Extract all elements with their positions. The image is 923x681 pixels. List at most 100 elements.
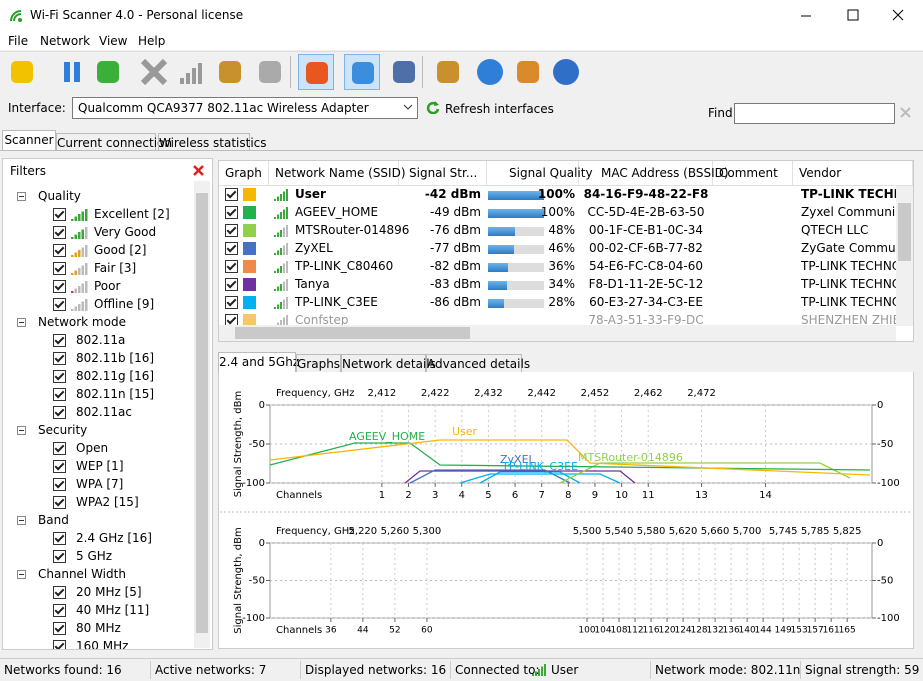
find-clear[interactable] bbox=[900, 107, 911, 118]
checkbox[interactable] bbox=[53, 208, 66, 221]
detail-tab[interactable]: Graphs bbox=[296, 354, 341, 372]
column-header[interactable]: Vendor bbox=[793, 161, 913, 185]
column-header[interactable]: Network Name (SSID) bbox=[269, 161, 406, 185]
column-header[interactable]: Graph bbox=[219, 161, 269, 185]
menu-item[interactable]: View bbox=[99, 34, 128, 48]
checkbox[interactable] bbox=[53, 406, 66, 419]
filter-item[interactable]: 80 MHz bbox=[76, 621, 121, 635]
column-header[interactable]: Signal Str... bbox=[399, 161, 487, 185]
bar-icon bbox=[277, 214, 279, 219]
row-checkbox[interactable] bbox=[225, 188, 238, 201]
row-checkbox[interactable] bbox=[225, 296, 238, 309]
checkbox[interactable] bbox=[53, 370, 66, 383]
row-checkbox[interactable] bbox=[225, 224, 238, 237]
tab[interactable]: Scanner bbox=[2, 130, 56, 150]
adapter-name: Qualcomm QCA9377 802.11ac Wireless Adapt… bbox=[78, 101, 369, 115]
toolbar-home[interactable] bbox=[510, 54, 546, 90]
toolbar-export[interactable] bbox=[252, 54, 288, 90]
bar-icon bbox=[283, 317, 285, 327]
filter-item[interactable]: 802.11a bbox=[76, 333, 126, 347]
checkbox[interactable] bbox=[53, 262, 66, 275]
toolbar-broom[interactable] bbox=[212, 54, 248, 90]
checkbox[interactable] bbox=[53, 478, 66, 491]
toolbar-clear[interactable] bbox=[136, 54, 172, 90]
tab[interactable]: Wireless statistics bbox=[158, 133, 267, 150]
toolbar-pause[interactable] bbox=[54, 54, 90, 90]
detail-tab[interactable]: 2.4 and 5Ghz bbox=[218, 352, 299, 372]
toolbar-filter[interactable] bbox=[344, 54, 380, 90]
find-input[interactable] bbox=[734, 103, 895, 124]
toolbar-log[interactable] bbox=[386, 54, 422, 90]
interface-dropdown[interactable]: Qualcomm QCA9377 802.11ac Wireless Adapt… bbox=[72, 97, 418, 119]
checkbox[interactable] bbox=[53, 226, 66, 239]
column-header[interactable]: Signal Quality bbox=[487, 161, 593, 185]
detail-tab[interactable]: Network details bbox=[341, 354, 436, 372]
filter-item[interactable]: 160 MHz bbox=[76, 639, 129, 650]
filter-item[interactable]: 2.4 GHz [16] bbox=[76, 531, 152, 545]
row-checkbox[interactable] bbox=[225, 260, 238, 273]
scroll-thumb[interactable] bbox=[196, 193, 208, 633]
bar-icon bbox=[78, 286, 81, 293]
row-checkbox[interactable] bbox=[225, 278, 238, 291]
menu-item[interactable]: File bbox=[8, 34, 29, 48]
column-header[interactable]: Comment bbox=[713, 161, 793, 185]
filter-item[interactable]: Very Good bbox=[94, 225, 157, 239]
checkbox[interactable] bbox=[53, 352, 66, 365]
filter-item[interactable]: Fair [3] bbox=[94, 261, 137, 275]
tab[interactable]: Current connection bbox=[56, 133, 172, 150]
filter-item[interactable]: WEP [1] bbox=[76, 459, 124, 473]
toolbar-settings[interactable] bbox=[430, 54, 466, 90]
filter-item[interactable]: Open bbox=[76, 441, 109, 455]
checkbox[interactable] bbox=[53, 280, 66, 293]
interface-label: Interface: bbox=[8, 101, 66, 115]
filter-item[interactable]: Poor bbox=[94, 279, 121, 293]
scrollbar[interactable] bbox=[194, 181, 210, 648]
filters-close[interactable] bbox=[193, 165, 204, 176]
checkbox[interactable] bbox=[53, 622, 66, 635]
toolbar-signal-stop[interactable] bbox=[174, 54, 210, 90]
column-header[interactable]: MAC Address (BSSID) bbox=[579, 161, 729, 185]
toolbar-bolt-stop[interactable] bbox=[4, 54, 40, 90]
checkbox[interactable] bbox=[53, 244, 66, 257]
y-axis-label: Signal Strength, dBm bbox=[233, 527, 244, 633]
menu-item[interactable]: Help bbox=[138, 34, 166, 48]
window-controls[interactable] bbox=[790, 0, 923, 32]
y-axis-label: Signal Strength, dBm bbox=[233, 391, 244, 497]
checkbox[interactable] bbox=[53, 550, 66, 563]
vendor: TP-LINK TECHNOL bbox=[801, 277, 896, 291]
filter-item[interactable]: Excellent [2] bbox=[94, 207, 170, 221]
checkbox[interactable] bbox=[53, 388, 66, 401]
filter-item[interactable]: Good [2] bbox=[94, 243, 147, 257]
filter-item[interactable]: 20 MHz [5] bbox=[76, 585, 142, 599]
filter-item[interactable]: WPA2 [15] bbox=[76, 495, 139, 509]
toolbar-about[interactable] bbox=[548, 54, 584, 90]
checkbox[interactable] bbox=[53, 298, 66, 311]
h-scroll-thumb[interactable] bbox=[235, 327, 470, 339]
checkbox[interactable] bbox=[53, 604, 66, 617]
checkbox[interactable] bbox=[53, 334, 66, 347]
checkbox[interactable] bbox=[53, 496, 66, 509]
channel-label: 116 bbox=[642, 626, 659, 636]
row-checkbox[interactable] bbox=[225, 242, 238, 255]
refresh-interfaces[interactable]: Refresh interfaces bbox=[445, 102, 554, 116]
toolbar-monitor[interactable] bbox=[298, 54, 334, 90]
filter-item[interactable]: 5 GHz bbox=[76, 549, 113, 563]
filter-item[interactable]: 802.11b [16] bbox=[76, 351, 155, 365]
checkbox[interactable] bbox=[53, 586, 66, 599]
toolbar-refresh[interactable] bbox=[90, 54, 126, 90]
filter-item[interactable]: 802.11n [15] bbox=[76, 387, 155, 401]
checkbox[interactable] bbox=[53, 442, 66, 455]
row-checkbox[interactable] bbox=[225, 206, 238, 219]
filter-item[interactable]: 802.11ac bbox=[76, 405, 132, 419]
checkbox[interactable] bbox=[53, 532, 66, 545]
checkbox[interactable] bbox=[53, 460, 66, 473]
filter-item[interactable]: Offline [9] bbox=[94, 297, 155, 311]
menu-item[interactable]: Network bbox=[40, 34, 91, 48]
v-scroll-thumb[interactable] bbox=[898, 203, 911, 261]
checkbox[interactable] bbox=[53, 640, 66, 649]
filter-item[interactable]: 802.11g [16] bbox=[76, 369, 155, 383]
detail-tab[interactable]: Advanced details bbox=[426, 354, 530, 372]
filter-item[interactable]: 40 MHz [11] bbox=[76, 603, 150, 617]
filter-item[interactable]: WPA [7] bbox=[76, 477, 124, 491]
toolbar-help[interactable] bbox=[472, 54, 508, 90]
